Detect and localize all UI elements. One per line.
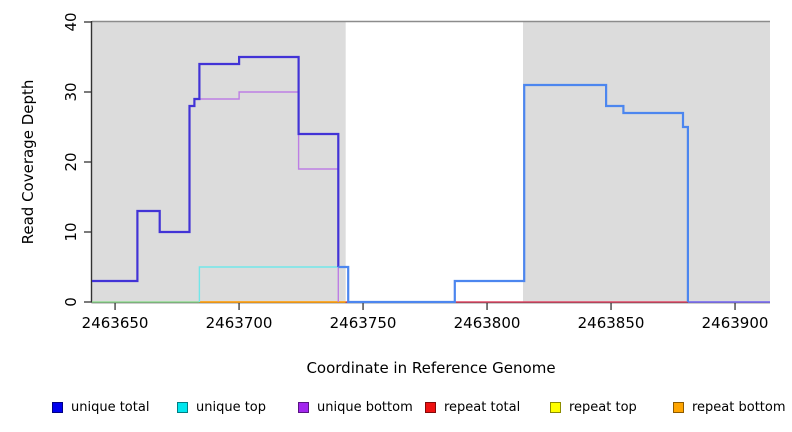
shaded-region	[523, 21, 770, 303]
legend-label: unique bottom	[317, 399, 413, 415]
x-tick-label: 2463750	[330, 314, 397, 332]
x-axis-title: Coordinate in Reference Genome	[306, 359, 556, 377]
y-tick-label: 20	[62, 152, 80, 171]
x-tick-label: 2463850	[578, 314, 645, 332]
y-tick-label: 30	[62, 82, 80, 101]
unique-bottom-swatch-icon	[298, 401, 309, 413]
legend-label: repeat bottom	[692, 399, 786, 415]
x-tick-label: 2463900	[702, 314, 769, 332]
repeat-bottom-swatch-icon	[673, 401, 684, 413]
x-tick-label: 2463650	[82, 314, 149, 332]
y-tick-label: 40	[62, 12, 80, 31]
shaded-region	[92, 21, 346, 303]
legend-label: repeat top	[569, 399, 637, 415]
series-line-unique-top	[198, 266, 339, 302]
x-tick-label: 2463700	[206, 314, 273, 332]
unique-total-swatch-icon	[52, 401, 63, 413]
legend-item-repeat-total: repeat total	[425, 399, 520, 415]
legend-label: unique total	[71, 399, 150, 415]
repeat-total-swatch-icon	[425, 401, 436, 413]
legend-item-unique-total: unique total	[52, 399, 149, 415]
repeat-top-swatch-icon	[550, 401, 561, 413]
x-tick-label: 2463800	[454, 314, 521, 332]
series-line-unique-total-left	[92, 55, 340, 283]
y-tick-label: 0	[62, 297, 80, 307]
plot-canvas: 2463650 2463700 2463750 2463800 2463850 24639…	[62, 12, 770, 332]
series-line-unique-total-right	[338, 83, 690, 304]
legend-item-repeat-bottom: repeat bottom	[673, 399, 786, 415]
unique-top-swatch-icon	[177, 401, 188, 413]
legend-item-unique-bottom: unique bottom	[298, 399, 413, 415]
legend-item-unique-top: unique top	[177, 399, 266, 415]
y-tick-label: 10	[62, 222, 80, 241]
legend-label: unique top	[196, 399, 267, 415]
y-axis-title: Read Coverage Depth	[19, 79, 37, 245]
legend-item-repeat-top: repeat top	[550, 399, 637, 415]
legend-label: repeat total	[444, 399, 521, 415]
